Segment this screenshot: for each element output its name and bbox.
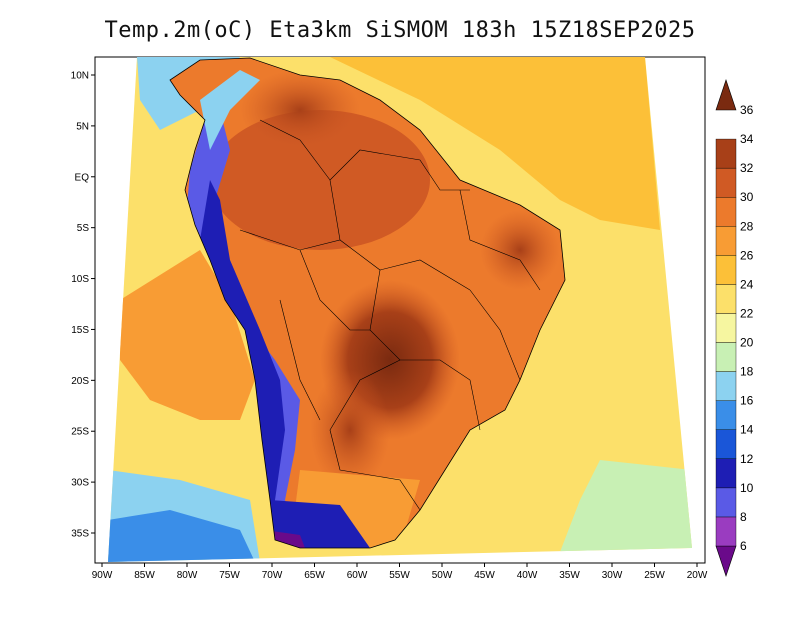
latitude-axis: 10N 5N EQ 5S 10S 15S 20S 25S 30S 35S (71, 71, 95, 540)
lon-tick-label: 70W (262, 570, 283, 581)
colorbar-band (715, 458, 737, 489)
colorbar-label: 26 (740, 248, 754, 262)
lon-tick-label: 30W (602, 570, 623, 581)
colorbar-band (715, 138, 737, 169)
lon-tick-label: 80W (177, 570, 198, 581)
colorbar-label: 28 (740, 219, 754, 233)
colorbar-label: 20 (740, 336, 754, 350)
colorbar-label: 18 (740, 365, 754, 379)
lon-tick-label: 45W (474, 570, 495, 581)
colorbar-label: 30 (740, 190, 754, 204)
lat-tick-label: 15S (71, 325, 89, 336)
colorbar-label: 16 (740, 394, 754, 408)
colorbar-label: 22 (740, 306, 754, 320)
colorbar-label: 34 (740, 132, 754, 146)
amazon-hot-zone (210, 110, 430, 250)
pacific-warm-tongue (120, 250, 255, 420)
colorbar-band (715, 284, 737, 314)
colorbar-label: 24 (740, 277, 754, 291)
lon-tick-label: 55W (389, 570, 410, 581)
colorbar-band (715, 371, 737, 401)
north-hot-core (240, 70, 360, 150)
colorbar-label: 36 (740, 103, 754, 117)
lon-tick-label: 40W (517, 570, 538, 581)
colorbar-label: 12 (740, 452, 754, 466)
colorbar-min-arrow (715, 545, 737, 577)
south-atlantic-cool (560, 460, 692, 552)
colorbar-max-arrow (715, 79, 737, 111)
lat-tick-label: 25S (71, 427, 89, 438)
lat-tick-label: 5S (77, 223, 90, 234)
ocean-warm-band (330, 57, 660, 230)
lon-tick-label: 90W (92, 570, 113, 581)
lon-tick-label: 60W (347, 570, 368, 581)
colorbar-band (715, 487, 737, 518)
lon-tick-label: 35W (559, 570, 580, 581)
lat-tick-label: 5N (76, 121, 89, 132)
map-title: Temp.2m(oC) Eta3km SiSMOM 183h 15Z18SEP2… (104, 18, 696, 43)
colorbar-label: 8 (740, 510, 747, 524)
colorbar-label: 14 (740, 423, 754, 437)
lat-tick-label: 10N (71, 71, 89, 82)
lat-tick-label: EQ (75, 172, 90, 183)
lat-tick-label: 30S (71, 478, 89, 489)
south-light-zone (108, 510, 255, 562)
colorbar-band (715, 429, 737, 460)
north-andes-fringe (200, 70, 260, 150)
colorbar-band (715, 516, 737, 547)
lat-tick-label: 20S (71, 376, 89, 387)
lon-tick-label: 65W (304, 570, 325, 581)
lon-tick-label: 20W (687, 570, 708, 581)
colorbar-label: 6 (740, 539, 747, 553)
lon-tick-label: 85W (134, 570, 155, 581)
colorbar-band (715, 313, 737, 343)
colorbar-label: 10 (740, 481, 754, 495)
colorbar-band (715, 400, 737, 430)
lat-tick-label: 10S (71, 274, 89, 285)
colorbar-band (715, 196, 737, 227)
lat-tick-label: 35S (71, 529, 89, 540)
coastline (169, 57, 566, 549)
country-borders (239, 119, 541, 511)
colorbar-label: 32 (740, 161, 754, 175)
colorbar-band (715, 226, 737, 256)
lon-tick-label: 25W (644, 570, 665, 581)
chaco-hot-core (310, 370, 390, 490)
lon-tick-label: 50W (432, 570, 453, 581)
colorbar-band (715, 167, 737, 198)
longitude-axis: 90W 85W 80W 75W 70W 65W 60W 55W 50W 45W 40W 35W 30W 2… (92, 563, 708, 581)
colorbar-band (715, 342, 737, 372)
northeast-hot-core (480, 210, 560, 290)
colorbar: 6 8 10 12 14 16 18 20 22 24 26 28 30 32 34 36 (715, 79, 754, 577)
colorbar-band (715, 255, 737, 285)
lon-tick-label: 75W (219, 570, 240, 581)
